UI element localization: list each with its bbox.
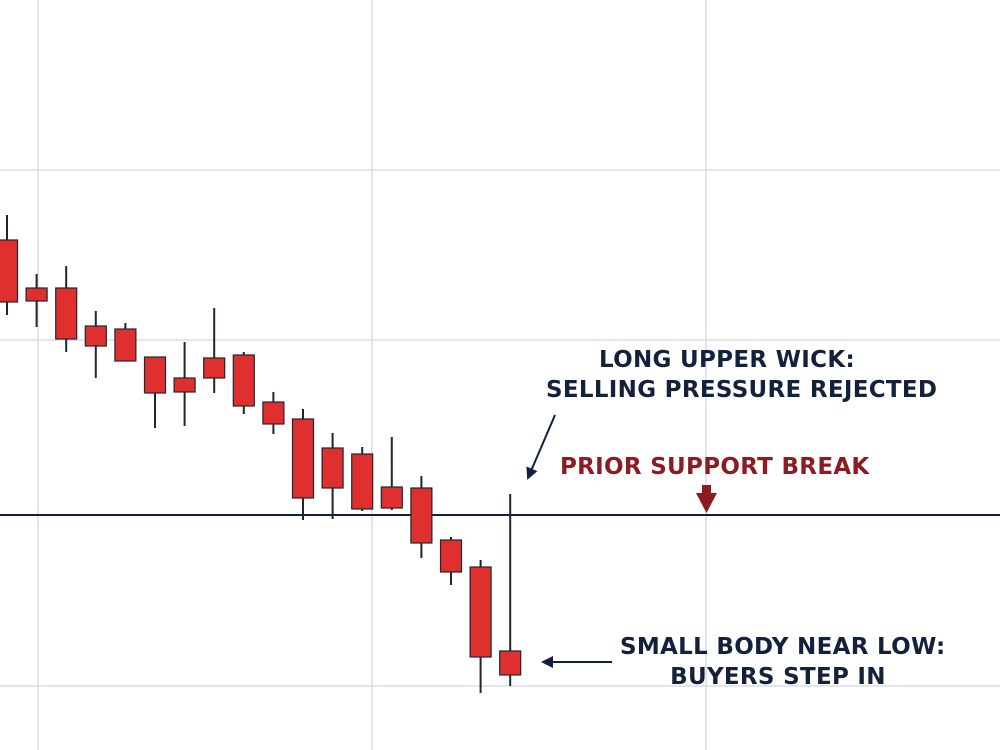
annotation-line: PRIOR SUPPORT BREAK bbox=[560, 454, 870, 480]
candle-body bbox=[55, 287, 78, 340]
candle-body bbox=[173, 377, 196, 393]
candle-body bbox=[439, 539, 463, 573]
wick-annotation-arrow bbox=[526, 414, 556, 480]
annotation-line: SMALL BODY NEAR LOW: bbox=[620, 634, 946, 660]
candle bbox=[410, 476, 433, 558]
candle-body bbox=[143, 356, 167, 394]
candle bbox=[439, 537, 463, 585]
candle-body bbox=[25, 287, 48, 302]
candle-body bbox=[321, 447, 344, 489]
candles bbox=[0, 215, 522, 693]
candle bbox=[0, 215, 19, 315]
candle-body bbox=[203, 357, 226, 379]
support-down-arrow-icon bbox=[696, 485, 717, 513]
candle bbox=[499, 494, 522, 686]
candle-body bbox=[410, 487, 433, 544]
candle-body bbox=[469, 566, 492, 658]
annotation-line: BUYERS STEP IN bbox=[670, 664, 886, 690]
candle bbox=[321, 433, 344, 519]
candle bbox=[262, 392, 285, 434]
candle-body bbox=[114, 328, 137, 362]
candle bbox=[203, 308, 226, 393]
candle bbox=[84, 311, 107, 378]
candle-body bbox=[84, 325, 107, 347]
candle-body bbox=[351, 453, 374, 510]
candle-body bbox=[232, 354, 255, 407]
candle-body bbox=[0, 239, 19, 303]
candle bbox=[469, 560, 492, 693]
candle bbox=[114, 323, 137, 362]
annotation-line: LONG UPPER WICK: bbox=[599, 347, 855, 373]
candle bbox=[173, 342, 196, 426]
candle bbox=[351, 447, 374, 511]
candle-body bbox=[262, 401, 285, 425]
prior-support-break-annotation: PRIOR SUPPORT BREAK bbox=[560, 452, 870, 482]
candle bbox=[55, 266, 78, 352]
candle bbox=[291, 409, 315, 520]
candle bbox=[380, 437, 403, 510]
annotation-line: SELLING PRESSURE REJECTED bbox=[546, 377, 938, 403]
candle-body bbox=[291, 418, 315, 499]
long-upper-wick-annotation: LONG UPPER WICK: SELLING PRESSURE REJECT… bbox=[546, 345, 938, 405]
small-body-annotation: SMALL BODY NEAR LOW: BUYERS STEP IN bbox=[620, 632, 946, 692]
candle bbox=[143, 356, 167, 428]
candle-body bbox=[499, 650, 522, 676]
candle-body bbox=[380, 486, 403, 509]
candle bbox=[25, 274, 48, 327]
candle bbox=[232, 352, 255, 414]
